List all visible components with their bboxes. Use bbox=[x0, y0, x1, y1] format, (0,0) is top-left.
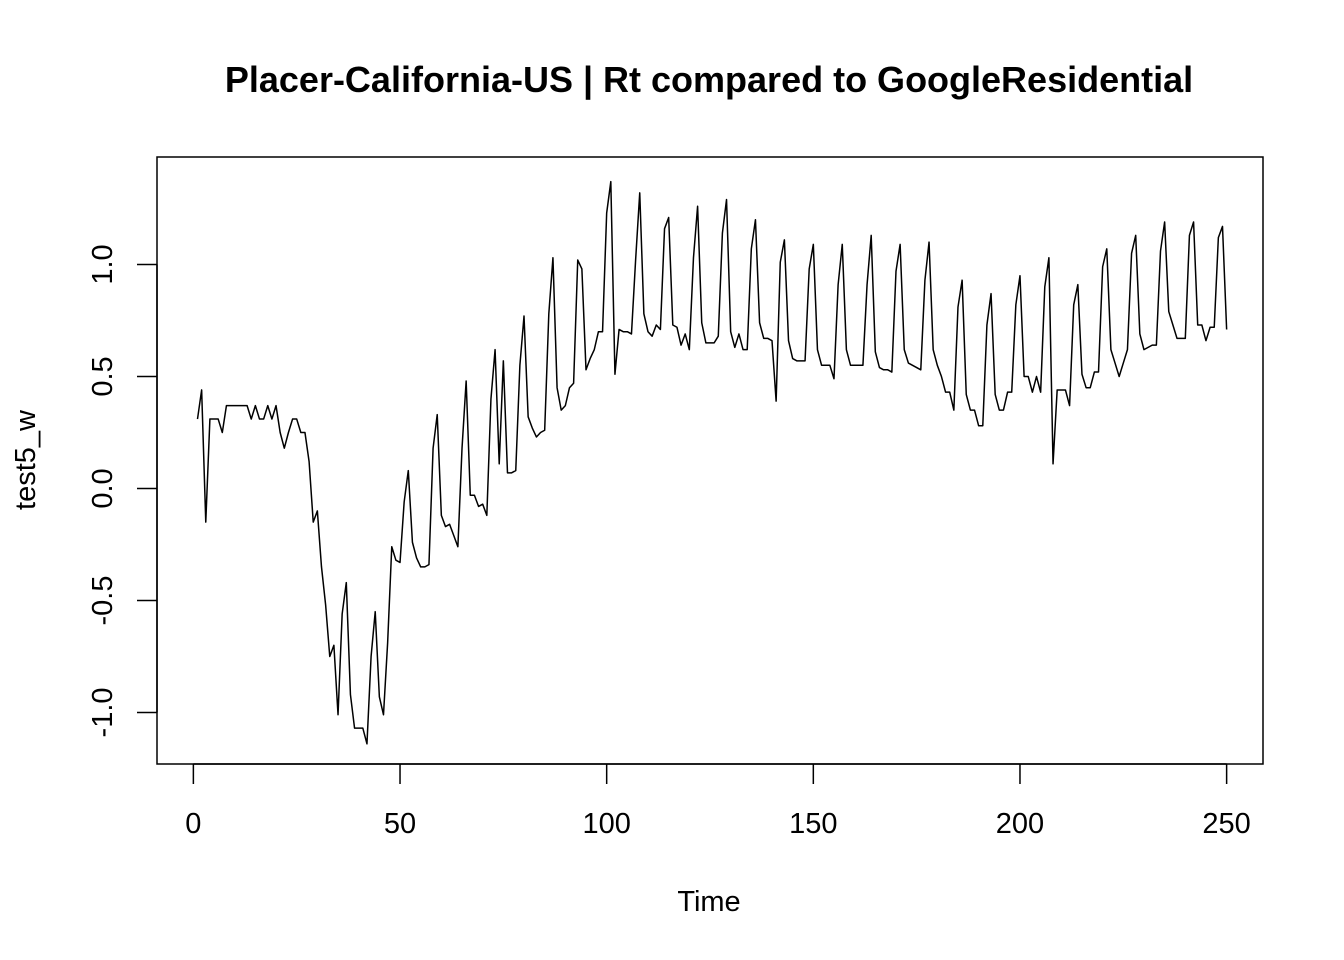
y-axis-label: test5_w bbox=[10, 409, 42, 510]
x-tick-label: 0 bbox=[185, 808, 201, 840]
x-tick-label: 150 bbox=[789, 808, 837, 840]
y-tick-label: 1.0 bbox=[87, 244, 119, 284]
y-axis: -1.0 -0.5 0.0 0.5 1.0 bbox=[87, 244, 158, 737]
x-tick-label: 250 bbox=[1202, 808, 1250, 840]
plot-frame bbox=[156, 156, 1264, 765]
series-line bbox=[196, 180, 1228, 745]
x-tick-label: 100 bbox=[582, 808, 630, 840]
x-tick-label: 50 bbox=[384, 808, 416, 840]
y-tick-label: 0.0 bbox=[87, 468, 119, 508]
x-axis-label: Time bbox=[677, 886, 740, 918]
y-tick-label: -0.5 bbox=[87, 575, 119, 625]
chart-title: Placer-California-US | Rt compared to Go… bbox=[225, 59, 1193, 101]
x-tick-label: 200 bbox=[996, 808, 1044, 840]
y-tick-label: -1.0 bbox=[87, 687, 119, 737]
y-tick-label: 0.5 bbox=[87, 356, 119, 396]
x-axis: 0 50 100 150 200 250 bbox=[185, 763, 1251, 840]
